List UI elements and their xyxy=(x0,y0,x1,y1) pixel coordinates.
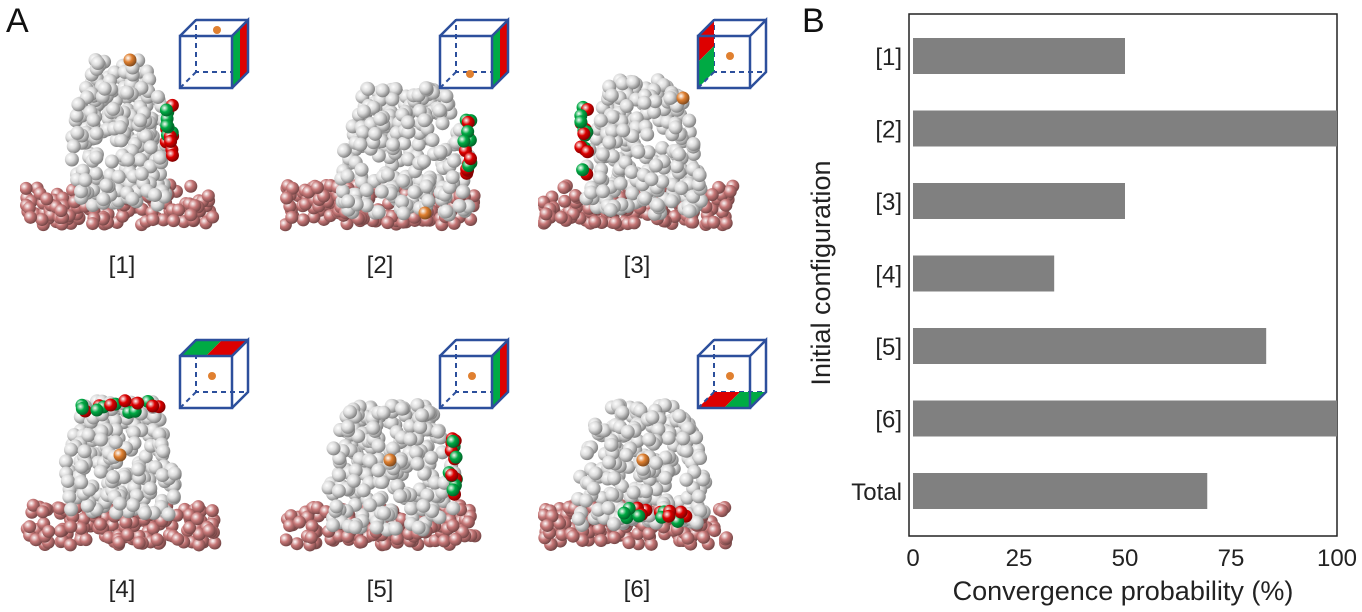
patch-beads xyxy=(617,453,693,528)
snapshot-5-label: [5] xyxy=(366,576,394,603)
patch-beads xyxy=(383,432,463,501)
bar-2 xyxy=(913,110,1337,147)
snapshot-5-image xyxy=(280,336,510,552)
y-tick-label: Total xyxy=(851,479,902,506)
bar-7 xyxy=(913,473,1208,509)
x-axis-label: Convergence probability (%) xyxy=(953,576,1294,606)
snapshot-4-label: [4] xyxy=(108,576,136,603)
y-tick-label: [4] xyxy=(875,262,902,289)
y-tick-label: [3] xyxy=(875,189,902,216)
orientation-cube-icon xyxy=(696,16,768,90)
patch-beads xyxy=(574,91,690,181)
x-tick-label: 75 xyxy=(1218,545,1245,572)
snapshot-2-image xyxy=(280,16,510,232)
snapshot-1-image xyxy=(20,16,250,232)
protein-beads xyxy=(579,73,708,221)
snapshot-6-image xyxy=(538,336,768,551)
y-tick-label: [2] xyxy=(875,117,902,144)
bar-3 xyxy=(913,183,1125,219)
snapshot-6-label: [6] xyxy=(623,576,651,603)
protein-beads xyxy=(321,398,462,537)
y-tick-label: [5] xyxy=(875,334,902,361)
snapshot-3-label: [3] xyxy=(623,252,651,279)
x-tick-label: 50 xyxy=(1112,545,1139,572)
patch-beads xyxy=(75,394,166,462)
y-tick-label: [1] xyxy=(875,44,902,71)
orientation-cube-icon xyxy=(696,336,768,410)
snapshot-2-label: [2] xyxy=(366,252,394,279)
orientation-cube-icon xyxy=(438,16,510,90)
bar-1 xyxy=(913,38,1125,74)
x-tick-label: 100 xyxy=(1317,545,1357,572)
orientation-cube-icon xyxy=(438,336,510,410)
protein-beads xyxy=(334,81,476,222)
bar-chart: [1] [2] [3] [4] [5] [6] Total 0 25 50 75 100 Conve… xyxy=(806,13,1357,606)
panel-a-letter: A xyxy=(6,2,29,40)
orientation-cube-icon xyxy=(178,336,250,410)
protein-beads xyxy=(64,53,176,212)
x-tick-label: 25 xyxy=(1006,545,1033,572)
bar-4 xyxy=(913,255,1055,292)
x-tick-label: 0 xyxy=(906,545,919,572)
panel-b-letter: B xyxy=(802,2,825,40)
snapshot-3-image xyxy=(538,16,768,232)
snapshot-1-label: [1] xyxy=(108,252,136,279)
bar-5 xyxy=(913,328,1267,364)
bar-6 xyxy=(913,400,1337,437)
y-tick-label: [6] xyxy=(875,407,902,434)
orientation-cube-icon xyxy=(178,16,250,90)
y-axis-label: Initial configuration xyxy=(806,160,836,385)
patch-beads xyxy=(123,53,180,162)
patch-beads xyxy=(418,113,478,220)
snapshot-4-image xyxy=(20,336,250,552)
plot-frame xyxy=(908,13,1338,537)
